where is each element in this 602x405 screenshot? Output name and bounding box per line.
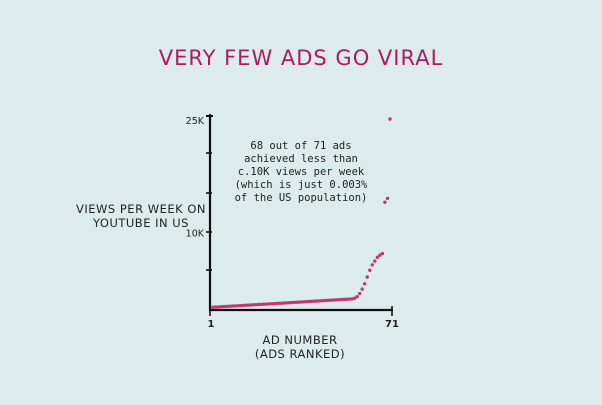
- data-point: [355, 295, 359, 299]
- data-point: [370, 263, 374, 267]
- data-point: [256, 302, 261, 307]
- data-point: [264, 302, 268, 306]
- data-point: [292, 300, 296, 305]
- data-point: [211, 305, 215, 309]
- data-point: [347, 297, 352, 301]
- data-point: [380, 251, 385, 256]
- data-point: [312, 299, 316, 303]
- data-point: [342, 297, 347, 302]
- data-point: [352, 296, 357, 300]
- chart-title: VERY FEW ADS GO VIRAL: [158, 46, 444, 70]
- x-tick-label: 71: [385, 319, 399, 330]
- data-point: [249, 303, 253, 307]
- data-points: [211, 117, 392, 309]
- data-point: [221, 304, 225, 309]
- data-point: [315, 299, 319, 303]
- data-point: [297, 300, 301, 304]
- data-point: [373, 259, 377, 263]
- data-point: [254, 303, 258, 307]
- data-point: [261, 302, 266, 306]
- data-point: [272, 301, 276, 306]
- data-point: [304, 299, 309, 304]
- data-point: [322, 298, 326, 303]
- data-point: [234, 304, 238, 308]
- data-point: [251, 303, 256, 307]
- data-point: [277, 301, 281, 305]
- y-axis-label: VIEWS PER WEEK ON YOUTUBE IN US: [76, 202, 206, 230]
- data-point: [289, 300, 294, 305]
- data-point: [368, 268, 372, 272]
- data-point: [266, 302, 271, 306]
- data-point: [307, 299, 311, 304]
- data-point: [360, 287, 364, 291]
- x-axis-label: AD NUMBER (ADS RANKED): [254, 333, 346, 361]
- data-point: [325, 298, 329, 303]
- data-point: [229, 304, 233, 308]
- data-point: [363, 282, 367, 286]
- data-point: [375, 255, 380, 259]
- data-point: [213, 305, 218, 309]
- data-point: [259, 302, 263, 307]
- tick-labels: 10K 25K 1 71: [186, 116, 399, 330]
- data-point: [236, 304, 240, 308]
- data-point: [216, 305, 220, 309]
- data-point: [327, 298, 331, 302]
- data-point: [302, 300, 306, 304]
- data-point: [388, 117, 392, 121]
- data-point: [244, 303, 248, 307]
- data-point: [294, 300, 299, 304]
- y-tick-label: 25K: [186, 116, 205, 127]
- data-point: [287, 301, 291, 305]
- data-point: [332, 298, 337, 302]
- data-point: [385, 196, 390, 201]
- data-point: [365, 275, 369, 279]
- x-tick-label: 1: [208, 319, 215, 330]
- data-point: [284, 301, 288, 305]
- data-point: [335, 298, 339, 302]
- data-point: [378, 253, 382, 257]
- data-point: [241, 303, 245, 308]
- chart-annotation: 68 out of 71 ads achieved less than c.10…: [234, 140, 368, 204]
- data-point: [330, 298, 334, 302]
- data-point: [239, 303, 243, 308]
- y-tick-label: 10K: [186, 228, 205, 239]
- data-point: [218, 305, 223, 309]
- data-point: [282, 301, 286, 305]
- data-point: [274, 301, 278, 306]
- data-point: [231, 304, 235, 308]
- data-point: [345, 297, 349, 301]
- data-point: [383, 200, 387, 204]
- data-point: [223, 304, 228, 309]
- data-point: [309, 299, 314, 303]
- data-point: [340, 297, 344, 302]
- data-point: [279, 301, 283, 305]
- data-point: [269, 302, 273, 306]
- data-point: [320, 299, 324, 303]
- data-point: [246, 303, 251, 307]
- data-point: [226, 304, 230, 308]
- data-point: [317, 299, 321, 303]
- data-point: [299, 300, 304, 304]
- data-point: [337, 298, 342, 302]
- data-point: [358, 291, 362, 296]
